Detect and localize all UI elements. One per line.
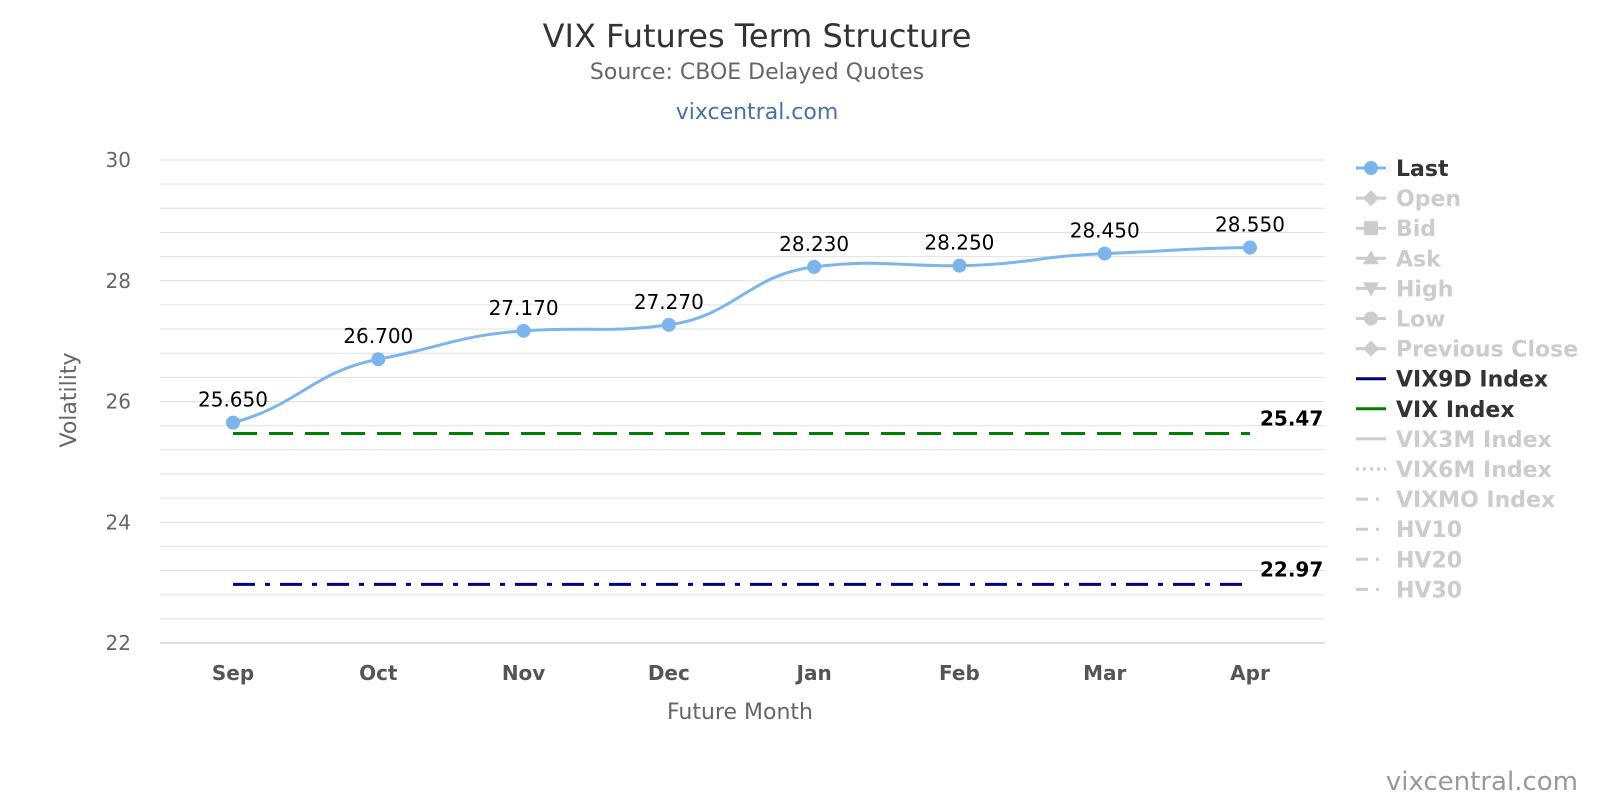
y-tick-label: 26	[106, 390, 131, 414]
legend-label: Open	[1396, 187, 1461, 212]
y-tick-label: 22	[106, 631, 131, 655]
legend-label: VIX9D Index	[1396, 368, 1548, 393]
data-point[interactable]	[661, 317, 676, 332]
data-label: 27.170	[489, 296, 559, 320]
legend-item-bid[interactable]: Bid	[1356, 217, 1436, 242]
legend-label: VIX Index	[1396, 398, 1515, 423]
legend-label: Previous Close	[1396, 338, 1578, 363]
legend-marker	[1363, 190, 1379, 207]
data-point[interactable]	[1097, 246, 1112, 261]
x-tick-label: Jan	[795, 661, 832, 685]
legend-label: Low	[1396, 308, 1445, 333]
legend-item-last[interactable]: Last	[1356, 157, 1449, 182]
y-tick-label: 24	[106, 510, 131, 534]
chart-subtitle: Source: CBOE Delayed Quotes	[590, 60, 924, 85]
legend-marker	[1364, 161, 1378, 175]
legend: Last Open Bid Ask High Low Previous Close VIX9D…	[1356, 157, 1578, 603]
series-line-last	[232, 246, 1251, 425]
y-tick-label: 30	[106, 148, 131, 172]
data-label: 27.270	[634, 290, 704, 314]
data-point[interactable]	[952, 258, 967, 273]
grid-lines	[160, 159, 1325, 644]
legend-label: VIX6M Index	[1396, 458, 1552, 483]
legend-label: HV30	[1396, 578, 1462, 603]
legend-label: Ask	[1396, 247, 1442, 272]
legend-marker	[1363, 250, 1379, 265]
data-label: 28.550	[1215, 213, 1285, 237]
legend-item-hv30[interactable]: HV30	[1356, 578, 1462, 603]
x-tick-label: Apr	[1230, 661, 1270, 685]
legend-label: VIXMO Index	[1396, 488, 1555, 513]
legend-label: HV10	[1396, 518, 1462, 543]
legend-item-hv10[interactable]: HV10	[1356, 518, 1462, 543]
data-label: 28.450	[1070, 219, 1140, 243]
legend-item-low[interactable]: Low	[1356, 308, 1445, 333]
credit-text[interactable]: vixcentral.com	[1386, 767, 1578, 797]
x-tick-label: Feb	[939, 661, 980, 685]
legend-label: Bid	[1396, 217, 1436, 242]
legend-marker	[1364, 311, 1378, 326]
legend-marker	[1363, 340, 1379, 357]
legend-label: VIX3M Index	[1396, 428, 1552, 453]
data-point[interactable]	[371, 352, 386, 367]
data-point[interactable]	[1243, 240, 1257, 255]
plot-series: 22.97 25.47 25.650 26.700 27.170 27.270 28.230…	[198, 213, 1323, 586]
data-label: 26.700	[343, 324, 413, 348]
legend-item-vix-index[interactable]: VIX Index	[1356, 398, 1515, 423]
x-axis-ticks: Sep Oct Nov Dec Jan Feb Mar Apr	[212, 661, 1270, 685]
chart-title: VIX Futures Term Structure	[543, 17, 972, 55]
legend-item-high[interactable]: High	[1356, 277, 1453, 302]
x-tick-label: Mar	[1083, 661, 1126, 685]
legend-label: Last	[1396, 157, 1449, 182]
x-tick-label: Oct	[359, 661, 398, 685]
legend-label: High	[1396, 277, 1453, 302]
data-point[interactable]	[226, 415, 240, 430]
data-label: 25.47	[1260, 406, 1323, 430]
source-link[interactable]: vixcentral.com	[676, 100, 839, 125]
legend-marker	[1364, 221, 1378, 236]
legend-marker	[1363, 282, 1379, 297]
data-label: 22.97	[1260, 557, 1323, 581]
x-axis-title: Future Month	[667, 700, 813, 725]
data-point[interactable]	[516, 323, 531, 338]
data-point[interactable]	[807, 259, 822, 274]
y-axis-ticks: 22 24 26 28 30	[106, 148, 131, 655]
legend-label: HV20	[1396, 548, 1462, 573]
legend-item-vix6m-index[interactable]: VIX6M Index	[1356, 458, 1552, 483]
legend-item-open[interactable]: Open	[1356, 187, 1461, 212]
x-tick-label: Sep	[212, 661, 254, 685]
x-tick-label: Dec	[648, 661, 690, 685]
x-tick-label: Nov	[502, 661, 546, 685]
data-label: 28.250	[924, 231, 994, 255]
legend-item-hv20[interactable]: HV20	[1356, 548, 1462, 573]
legend-item-previous-close[interactable]: Previous Close	[1356, 338, 1578, 363]
data-label: 25.650	[198, 388, 268, 412]
legend-item-vix9d-index[interactable]: VIX9D Index	[1356, 368, 1548, 393]
legend-item-vixmo-index[interactable]: VIXMO Index	[1356, 488, 1555, 513]
y-axis-title: Volatility	[57, 352, 82, 447]
y-tick-label: 28	[106, 269, 131, 293]
legend-item-ask[interactable]: Ask	[1356, 247, 1442, 272]
legend-item-vix3m-index[interactable]: VIX3M Index	[1356, 428, 1552, 453]
data-label: 28.230	[779, 232, 849, 256]
